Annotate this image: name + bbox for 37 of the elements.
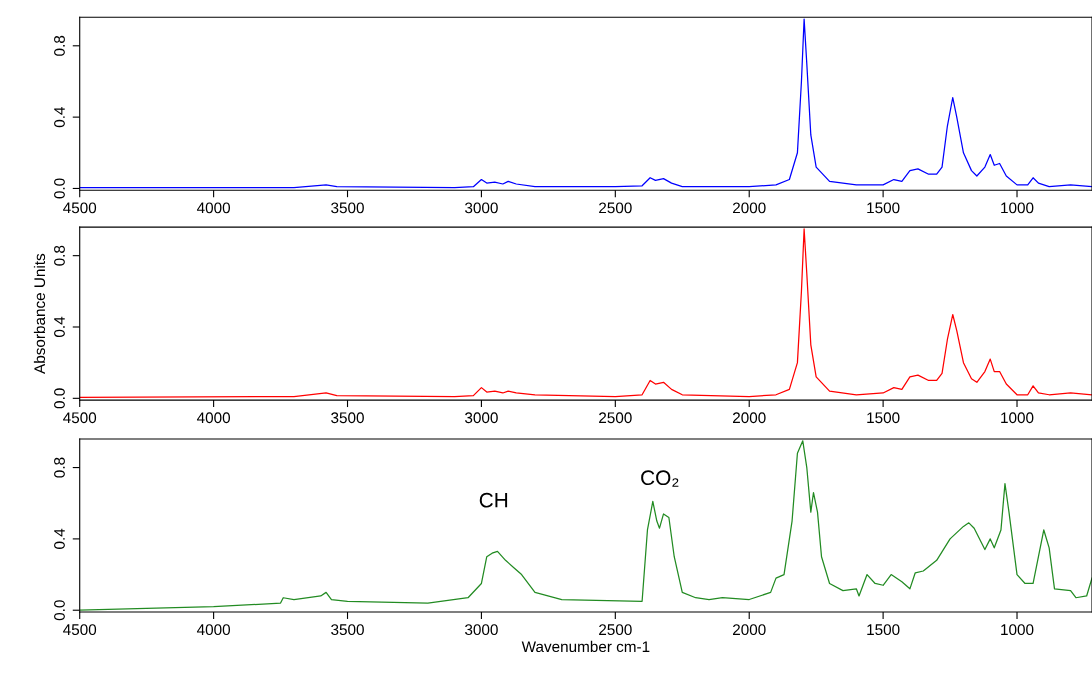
x-tick-label: 2500 [599, 624, 632, 636]
x-tick-label: 2000 [732, 412, 766, 424]
x-axis-title: Wavenumber cm-1 [521, 640, 650, 653]
y-tick-label: 0.4 [54, 528, 65, 549]
x-tick-label: 4500 [63, 202, 97, 214]
y-tick-label: 0.4 [54, 106, 65, 128]
x-tick-label: 1500 [867, 202, 900, 214]
x-tick-label: 2000 [732, 202, 766, 214]
x-tick-label: 1500 [867, 624, 900, 636]
y-tick-label: 0.0 [54, 600, 65, 621]
x-tick-label: 3000 [465, 202, 498, 214]
x-tick-label: 2000 [732, 624, 766, 636]
x-tick-label: 3000 [465, 624, 498, 636]
y-tick-label: 0.4 [54, 316, 65, 338]
x-tick-label: 3500 [331, 624, 364, 636]
x-tick-label: 4500 [63, 624, 97, 636]
x-tick-label: 1000 [1001, 412, 1034, 424]
y-tick-label: 0.0 [54, 178, 65, 199]
x-tick-label: 3500 [331, 202, 364, 214]
x-tick-label: 4000 [196, 624, 231, 636]
x-tick-label: 1500 [867, 412, 900, 424]
x-tick-label: 2500 [599, 202, 632, 214]
annotation: CO₂ [641, 470, 679, 487]
annotation: CH [479, 492, 508, 508]
x-tick-label: 3500 [331, 412, 364, 424]
x-tick-label: 4000 [196, 412, 231, 424]
x-tick-label: 1000 [1001, 624, 1034, 636]
y-tick-label: 0.8 [54, 457, 65, 478]
x-tick-label: 4500 [63, 412, 97, 424]
x-tick-label: 2500 [599, 412, 632, 424]
y-axis-title: Absorbance Units [33, 253, 46, 374]
x-tick-label: 3000 [465, 412, 498, 424]
y-tick-label: 0.8 [54, 35, 65, 56]
x-tick-label: 1000 [1001, 202, 1034, 214]
y-tick-label: 0.0 [54, 388, 65, 409]
x-tick-label: 4000 [196, 202, 231, 214]
y-tick-label: 0.8 [54, 245, 65, 266]
